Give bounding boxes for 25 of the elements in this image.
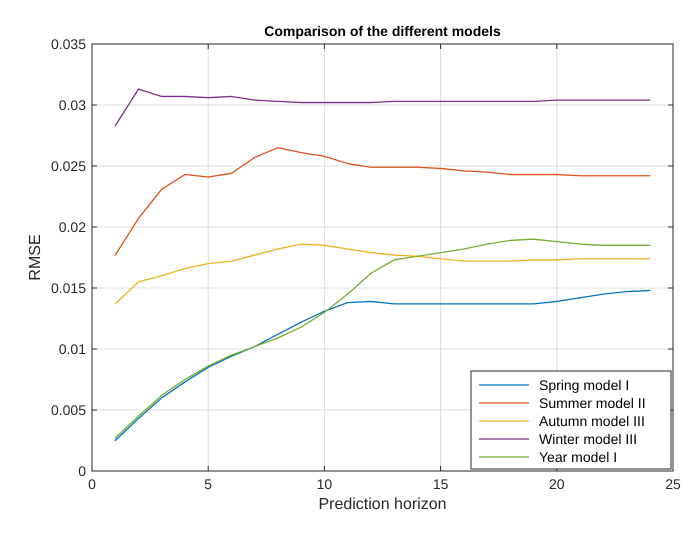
line-series xyxy=(114,147,650,256)
y-tick-label: 0.005 xyxy=(50,402,86,418)
y-tick-label: 0.015 xyxy=(50,280,86,296)
legend-label: Year model I xyxy=(539,448,618,465)
chart-title: Comparison of the different models xyxy=(264,23,501,39)
legend-label: Summer model II xyxy=(539,394,646,411)
legend-label: Spring model I xyxy=(539,376,630,393)
y-tick-label: 0.01 xyxy=(58,340,86,357)
x-tick-label: 0 xyxy=(88,476,96,492)
y-tick-label: 0.035 xyxy=(50,36,86,52)
y-axis-title: RMSE xyxy=(27,234,44,281)
x-tick-label: 15 xyxy=(432,476,449,492)
y-tick-label: 0 xyxy=(78,462,86,479)
legend-label: Autumn model III xyxy=(539,412,645,429)
line-series xyxy=(114,243,650,305)
legend-label: Winter model III xyxy=(539,430,638,447)
x-tick-label: 25 xyxy=(665,476,681,492)
line-series xyxy=(114,88,650,126)
x-tick-label: 10 xyxy=(316,476,332,492)
y-tick-label: 0.03 xyxy=(58,96,86,113)
y-tick-label: 0.02 xyxy=(58,218,86,235)
y-tick-label: 0.025 xyxy=(50,158,86,174)
x-tick-label: 20 xyxy=(549,476,565,492)
x-axis-title: Prediction horizon xyxy=(318,496,447,513)
x-tick-label: 5 xyxy=(204,476,212,492)
